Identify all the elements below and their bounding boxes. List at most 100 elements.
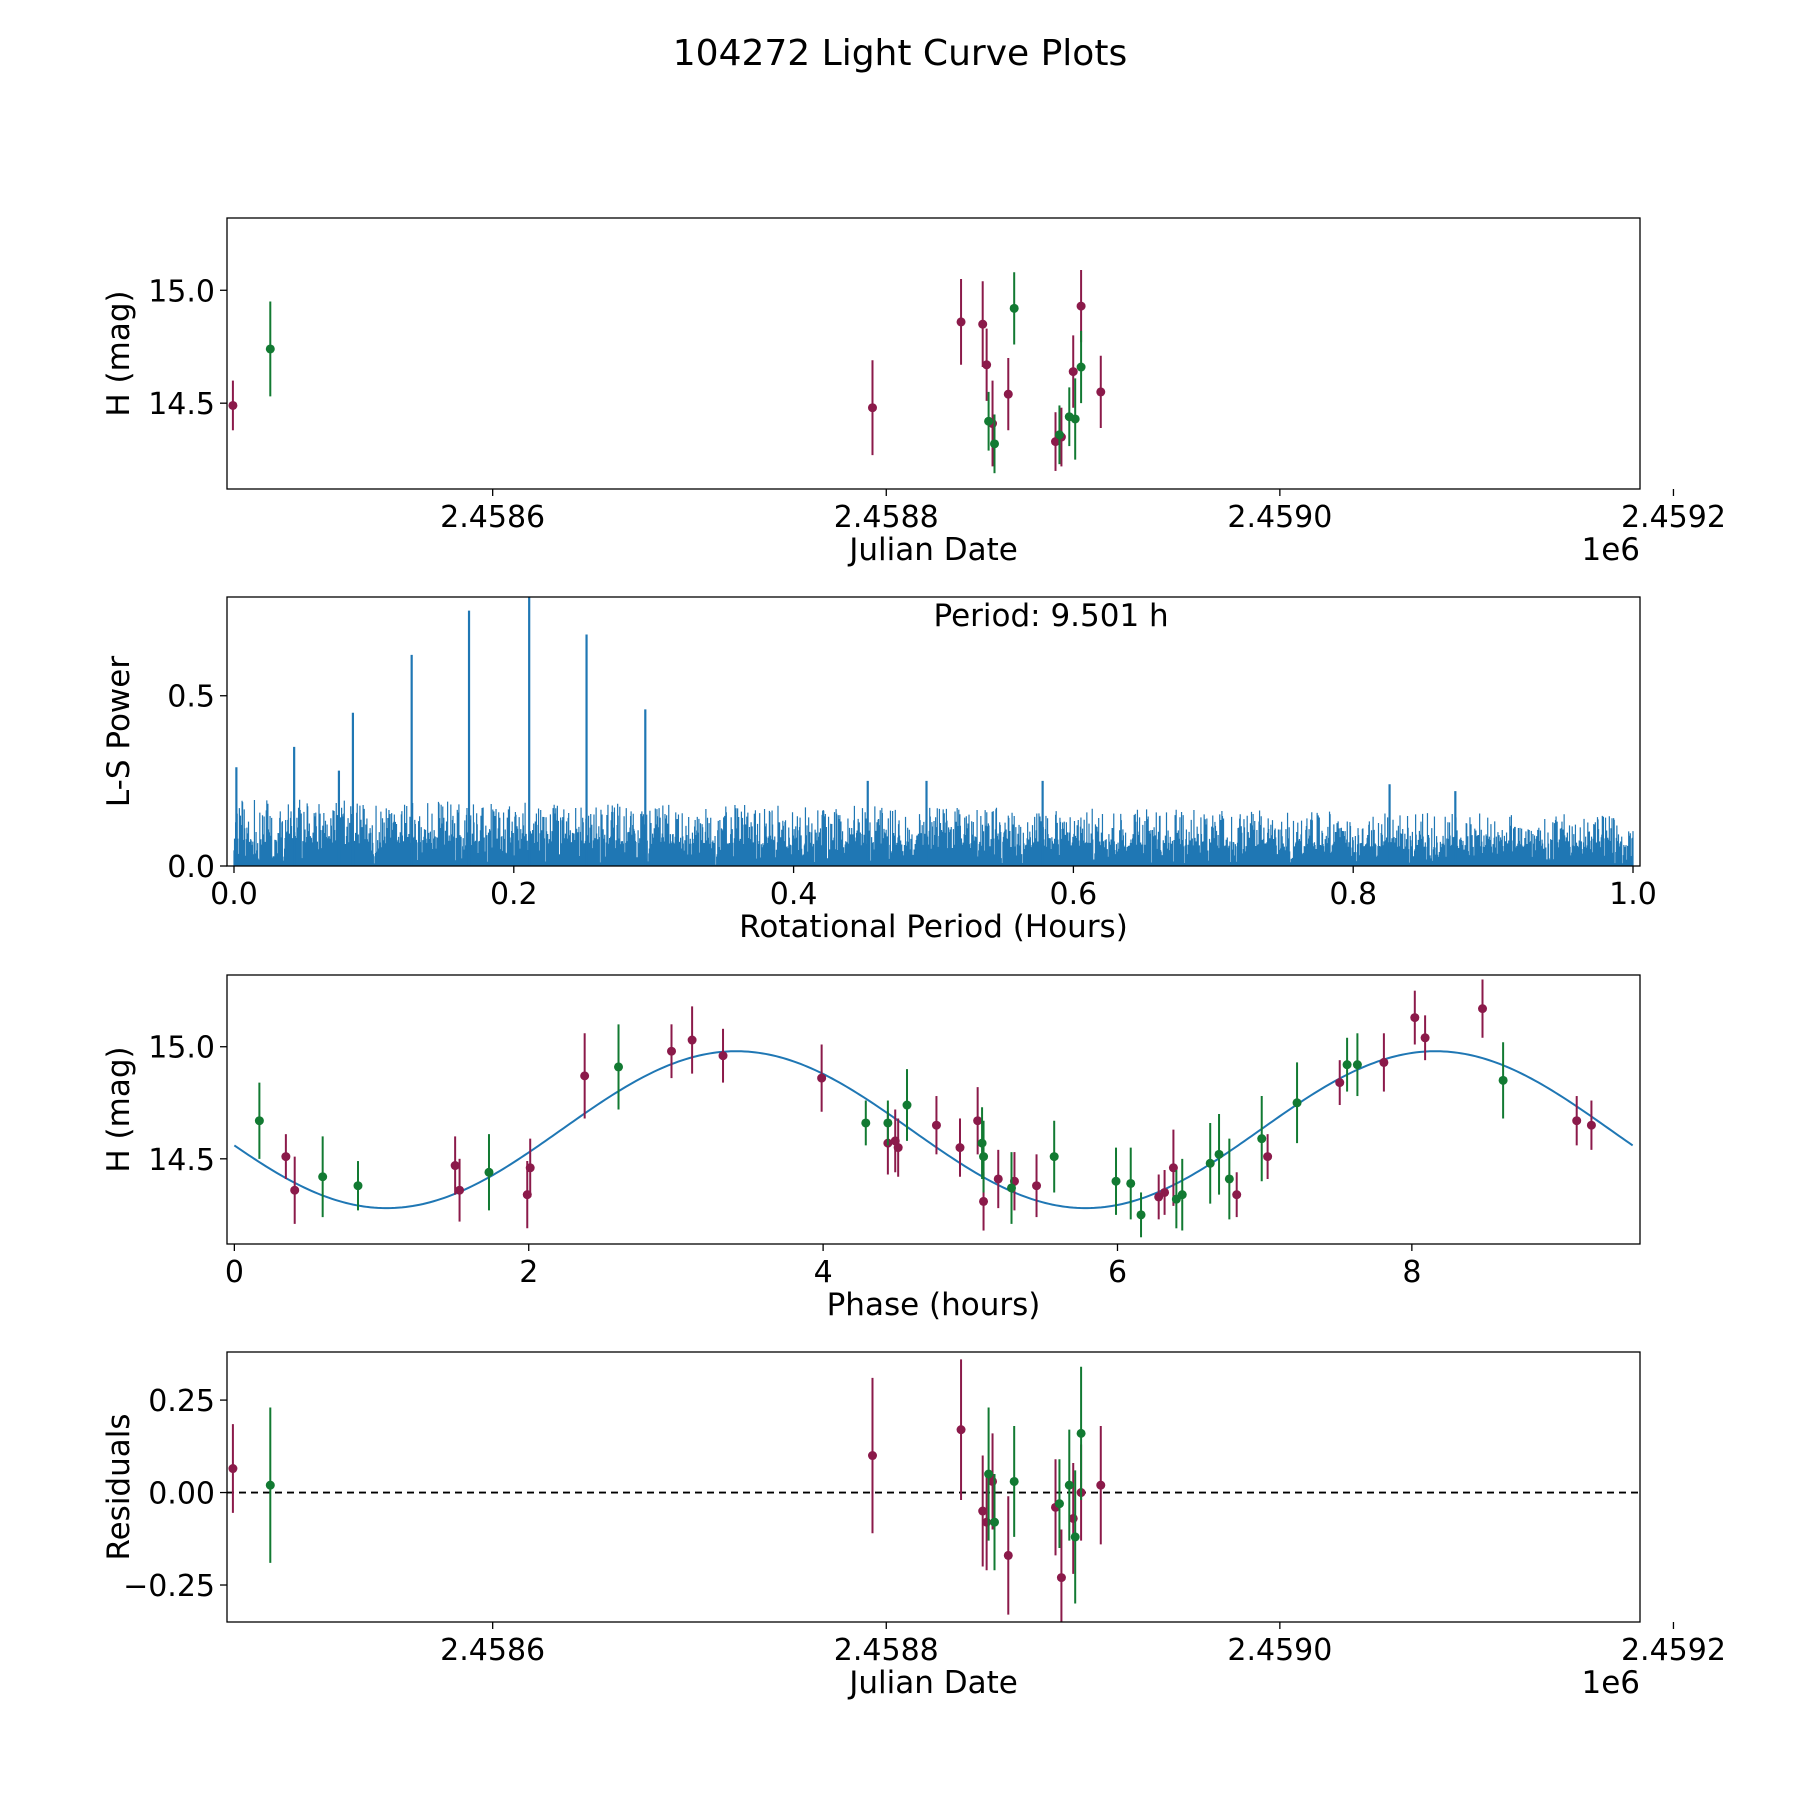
lightcurve-panel: 2.4586 2.4588 2.4590 2.4592 14.5 15.0 Julian D… — [101, 217, 1726, 568]
residuals-offset-text: 1e6 — [1581, 1665, 1640, 1701]
lightcurve-xtick-label: 2.4588 — [834, 500, 939, 535]
residuals-ytick-label: −0.25 — [123, 1569, 215, 1604]
lightcurve-band_a-point — [1068, 367, 1078, 377]
phasefold-band_a-point — [290, 1185, 300, 1195]
periodogram-ytick-label: 0.0 — [167, 850, 215, 885]
residuals-band_b-point — [984, 1469, 994, 1479]
periodogram-xtick-label: 0.6 — [1050, 877, 1098, 912]
periodogram-frame — [226, 596, 1641, 867]
lightcurve-xlabel: Julian Date — [847, 532, 1018, 568]
lightcurve-ylabel: H (mag) — [101, 290, 137, 416]
lightcurve-ytick-label: 15.0 — [148, 274, 215, 309]
phasefold-band_a-point — [1032, 1181, 1042, 1191]
residuals-band_a-point — [1003, 1550, 1013, 1560]
phasefold-ylabel: H (mag) — [101, 1046, 137, 1172]
phasefold-band_a-point — [1586, 1120, 1596, 1130]
phasefold-band_b-point — [1111, 1176, 1121, 1186]
residuals-ylabel: Residuals — [101, 1413, 137, 1560]
phasefold-band_b-point — [1136, 1210, 1146, 1220]
phasefold-band_b-point — [1049, 1152, 1059, 1162]
periodogram-ylabel: L-S Power — [101, 656, 137, 807]
periodogram-xtick-label: 0.0 — [210, 877, 258, 912]
phasefold-band_a-point — [718, 1051, 728, 1061]
phasefold-ytick-label: 15.0 — [148, 1031, 215, 1066]
residuals-band_a-point — [978, 1506, 988, 1516]
phasefold-band_b-point — [353, 1181, 363, 1191]
phasefold-band_b-point — [1205, 1158, 1215, 1168]
lightcurve-band_a-point — [1076, 301, 1086, 311]
phasefold-band_b-point — [902, 1100, 912, 1110]
phasefold-band_b-point — [883, 1118, 893, 1128]
residuals-frame — [226, 1351, 1641, 1623]
phasefold-band_a-point — [1335, 1078, 1345, 1088]
phasefold-band_a-point — [973, 1116, 983, 1126]
phasefold-band_b-point — [1224, 1174, 1234, 1184]
residuals-xlabel: Julian Date — [847, 1665, 1018, 1701]
lightcurve-band_a-point — [1096, 387, 1106, 397]
residuals-band_b-point — [1064, 1480, 1074, 1490]
phasefold-model-curve — [233, 1050, 1634, 1210]
phasefold-band_a-point — [1420, 1033, 1430, 1043]
lightcurve-band_a-point — [982, 360, 992, 370]
periodogram-xtick-label: 0.8 — [1329, 877, 1377, 912]
residuals-band_b-point — [1070, 1532, 1080, 1542]
phasefold-band_a-point — [1478, 1004, 1488, 1014]
lightcurve-xtick-label: 2.4592 — [1621, 500, 1726, 535]
phasefold-band_b-point — [318, 1172, 328, 1182]
lightcurve-frame — [226, 217, 1641, 490]
residuals-band_b-point — [265, 1480, 275, 1490]
phasefold-ytick-label: 14.5 — [148, 1143, 215, 1178]
lightcurve-band_b-point — [1070, 414, 1080, 424]
phasefold-frame — [226, 974, 1641, 1245]
phasefold-xtick-label: 6 — [1108, 1255, 1127, 1290]
phasefold-xtick-label: 4 — [814, 1255, 833, 1290]
phasefold-band_a-point — [1572, 1116, 1582, 1126]
phasefold-band_a-point — [1263, 1152, 1273, 1162]
phasefold-panel: 0 2 4 6 8 14.5 15.0 Phase (hours) H (mag) — [101, 974, 1641, 1323]
lightcurve-band_b-point — [1076, 362, 1086, 372]
residuals-xtick-label: 2.4592 — [1621, 1633, 1726, 1668]
phasefold-band_a-point — [580, 1071, 590, 1081]
phasefold-band_a-point — [817, 1073, 827, 1083]
phasefold-band_b-point — [861, 1118, 871, 1128]
phasefold-band_a-point — [1410, 1013, 1420, 1023]
phasefold-band_a-point — [1379, 1057, 1389, 1067]
phasefold-band_a-point — [281, 1152, 291, 1162]
residuals-band_b-point — [1009, 1476, 1019, 1486]
phasefold-band_a-point — [1232, 1190, 1242, 1200]
phasefold-band_a-point — [667, 1046, 677, 1056]
residuals-band_b-point — [990, 1517, 1000, 1527]
residuals-ytick-label: 0.25 — [148, 1384, 215, 1419]
residuals-band_a-point — [228, 1464, 238, 1474]
lightcurve-band_b-point — [1009, 303, 1019, 313]
phasefold-band_b-point — [1292, 1098, 1302, 1108]
phasefold-band_b-point — [979, 1152, 989, 1162]
phasefold-band_a-point — [893, 1143, 903, 1153]
residuals-band_b-point — [1054, 1499, 1064, 1509]
periodogram-xtick-label: 0.2 — [490, 877, 538, 912]
phasefold-band_b-point — [1257, 1134, 1267, 1144]
periodogram-xtick-label: 0.4 — [770, 877, 818, 912]
phasefold-band_a-point — [955, 1143, 965, 1153]
residuals-band_a-point — [956, 1425, 966, 1435]
phasefold-xtick-label: 8 — [1402, 1255, 1421, 1290]
lightcurve-band_b-point — [984, 416, 994, 426]
phasefold-band_a-point — [931, 1120, 941, 1130]
phasefold-band_a-point — [687, 1035, 697, 1045]
phasefold-band_b-point — [1342, 1060, 1352, 1070]
periodogram-xlabel: Rotational Period (Hours) — [739, 909, 1128, 945]
phasefold-band_b-point — [1177, 1190, 1187, 1200]
lightcurve-band_b-point — [265, 344, 275, 354]
phasefold-band_a-point — [1160, 1187, 1170, 1197]
lightcurve-band_a-point — [978, 319, 988, 329]
residuals-xtick-label: 2.4590 — [1227, 1633, 1332, 1668]
residuals-band_a-point — [982, 1517, 992, 1527]
phasefold-band_a-point — [455, 1185, 465, 1195]
lightcurve-band_a-point — [1003, 389, 1013, 399]
periodogram-annotation: Period: 9.501 h — [934, 598, 1169, 634]
phasefold-band_b-point — [1007, 1183, 1017, 1193]
lightcurve-band_a-point — [956, 317, 966, 327]
phasefold-band_a-point — [993, 1174, 1003, 1184]
